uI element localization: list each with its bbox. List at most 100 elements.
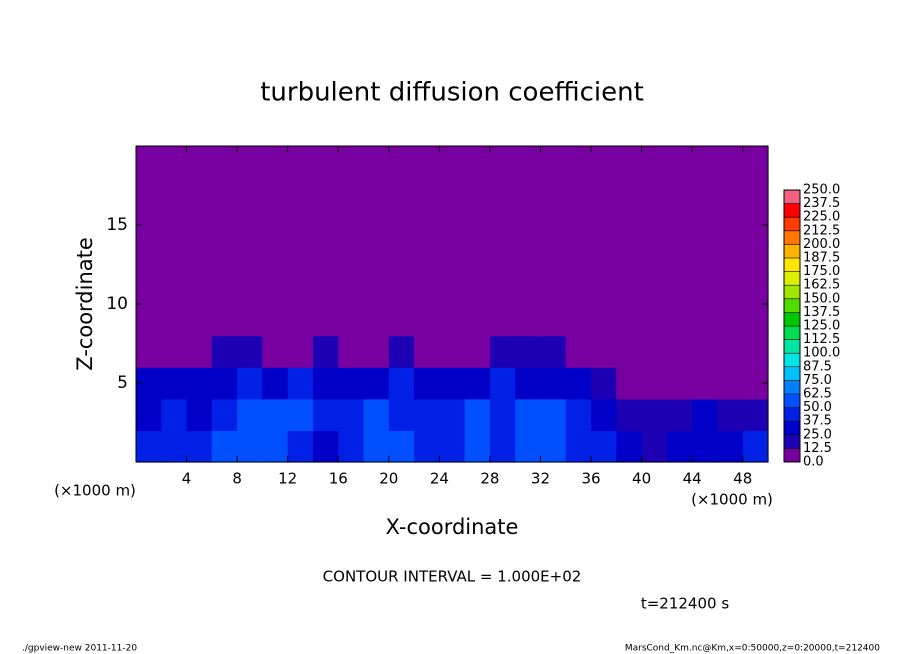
cell — [363, 398, 390, 431]
cell — [237, 272, 263, 305]
cell — [616, 146, 643, 179]
cell — [287, 146, 314, 179]
colorbar-label: 187.5 — [803, 251, 840, 266]
colorbar-label: 75.0 — [803, 373, 832, 388]
cell — [717, 430, 744, 463]
cell — [363, 367, 390, 400]
colorbar-swatch — [784, 407, 800, 422]
cell — [641, 177, 668, 210]
cell — [136, 272, 162, 305]
cell — [666, 272, 693, 305]
cell — [161, 304, 188, 337]
cell — [414, 240, 440, 273]
colorbar-label: 225.0 — [803, 210, 840, 225]
colorbar-label: 162.5 — [803, 278, 840, 293]
cell — [312, 146, 339, 179]
cell — [591, 398, 617, 431]
cell — [363, 430, 390, 463]
cell — [692, 177, 719, 210]
cell — [338, 272, 365, 305]
cell — [186, 146, 213, 179]
cell — [616, 398, 643, 431]
cell — [388, 209, 415, 242]
cell — [666, 177, 693, 210]
x-tick-label: 24 — [430, 470, 449, 488]
cell — [692, 146, 719, 179]
cell — [515, 240, 542, 273]
cell — [161, 430, 188, 463]
cell — [262, 335, 289, 368]
cell — [742, 398, 769, 431]
cell — [515, 177, 542, 210]
cell — [262, 240, 289, 273]
cell — [591, 430, 617, 463]
colorbar-swatch — [784, 380, 800, 395]
cell — [136, 177, 162, 210]
x-tick-label: 36 — [581, 470, 600, 488]
cell — [717, 272, 744, 305]
cell — [692, 240, 719, 273]
cell — [717, 240, 744, 273]
cell — [692, 398, 719, 431]
cell — [312, 177, 339, 210]
cell — [186, 430, 213, 463]
cell — [237, 146, 263, 179]
cell — [742, 240, 769, 273]
x-tick-label: 28 — [480, 470, 499, 488]
cell — [666, 146, 693, 179]
cell — [540, 240, 567, 273]
cell — [565, 367, 592, 400]
cell — [616, 272, 643, 305]
cell — [211, 146, 238, 179]
cell — [439, 146, 466, 179]
cell — [161, 398, 188, 431]
cell — [262, 177, 289, 210]
cell — [666, 335, 693, 368]
cell — [211, 398, 238, 431]
x-tick-label: 44 — [683, 470, 702, 488]
colorbar-label: 12.5 — [803, 441, 832, 456]
cell — [161, 335, 188, 368]
footer: ./gpview-new 2011-11-20 — [22, 644, 137, 654]
cell — [666, 240, 693, 273]
cell — [591, 209, 617, 242]
x-tick-label: 48 — [733, 470, 752, 488]
cell — [616, 335, 643, 368]
cell — [161, 240, 188, 273]
cell — [312, 304, 339, 337]
cell — [489, 240, 516, 273]
cell — [742, 146, 769, 179]
cell — [414, 146, 440, 179]
x-tick-label: 12 — [278, 470, 297, 488]
cell — [338, 335, 365, 368]
colorbar-swatch — [784, 217, 800, 232]
cell — [262, 272, 289, 305]
cell — [439, 304, 466, 337]
cell — [136, 304, 162, 337]
cell — [464, 398, 491, 431]
cell — [515, 430, 542, 463]
cell — [287, 209, 314, 242]
y-unit: (×1000 m) — [54, 482, 136, 500]
cell — [161, 209, 188, 242]
cell — [237, 335, 263, 368]
cell — [136, 335, 162, 368]
cell — [363, 304, 390, 337]
cell — [641, 240, 668, 273]
footer: MarsCond_Km.nc@Km,x=0:50000,z=0:20000,t=… — [625, 644, 880, 654]
cell — [616, 367, 643, 400]
cell — [237, 209, 263, 242]
chart-title: turbulent diffusion coefficient — [260, 78, 644, 108]
cell — [262, 430, 289, 463]
cell — [616, 240, 643, 273]
cell — [742, 272, 769, 305]
cell — [515, 398, 542, 431]
cell — [692, 272, 719, 305]
cell — [464, 367, 491, 400]
annotation: CONTOUR INTERVAL = 1.000E+02 — [323, 568, 582, 586]
cell — [464, 304, 491, 337]
colorbar-label: 237.5 — [803, 196, 840, 211]
cell — [312, 430, 339, 463]
cell — [186, 304, 213, 337]
cell — [237, 304, 263, 337]
